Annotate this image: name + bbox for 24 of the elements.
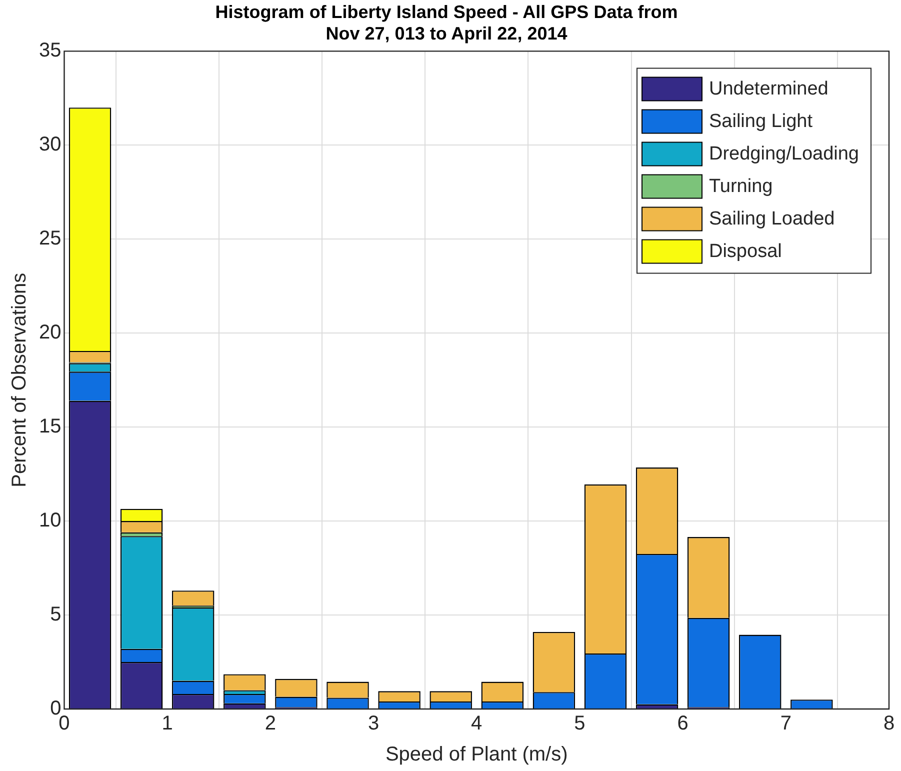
y-tick-label: 15 [38,416,62,438]
x-tick-label: 5 [574,712,586,735]
x-tick-label: 6 [677,712,688,735]
legend-label: Undetermined [708,78,828,100]
y-tick-label: 5 [50,604,62,626]
legend-label: Disposal [708,241,782,262]
x-tick-label: 2 [264,712,276,735]
x-tick-label: 7 [780,712,792,735]
legend-label: Turning [708,176,773,198]
y-tick-label: 20 [38,322,62,344]
y-axis-title: Percent of Observations [8,272,31,488]
legend-label: Dredging/Loading [708,144,860,165]
y-tick-label: 10 [38,510,62,532]
legend-label: Sailing Light [708,111,814,132]
x-tick-label: 4 [471,712,482,735]
y-tick-label: 30 [38,134,62,156]
y-tick-label: 35 [38,40,62,62]
y-tick-label: 25 [38,228,62,250]
x-tick-label: 1 [162,712,173,735]
x-tick-label: 8 [883,712,895,735]
chart-title: Histogram of Liberty Island Speed - All GPS Data from Nov 27, 013 to April 22, 2014 [215,2,678,44]
legend-label: Sailing Loaded [708,208,835,230]
x-axis-title: Speed of Plant (m/s) [385,744,568,766]
x-tick-label: 3 [368,712,380,735]
